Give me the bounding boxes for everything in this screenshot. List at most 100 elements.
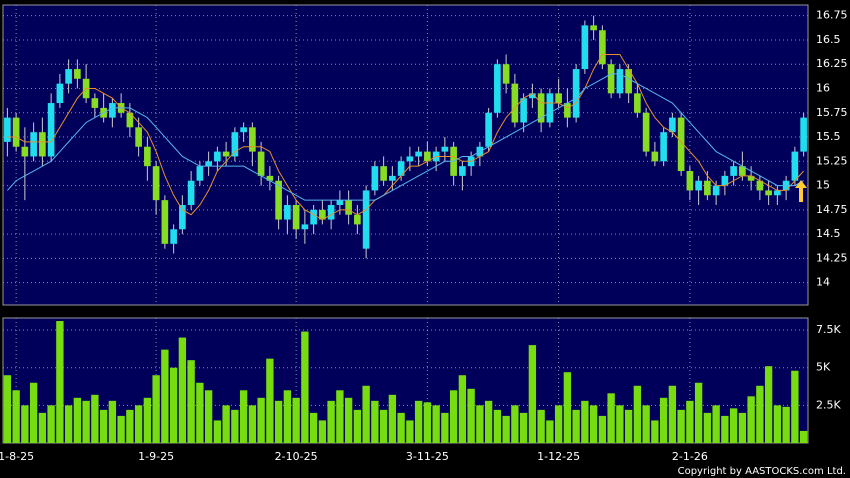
volume-bar <box>624 409 633 443</box>
candle-body <box>529 93 536 99</box>
candle-body <box>642 112 650 152</box>
layer: 1-8-25 1-9-25 2-10-25 3-11-25 1-12-25 2-1-26 1… <box>0 5 848 463</box>
candle-body <box>406 156 414 162</box>
candle-body <box>660 132 667 162</box>
volume-bar <box>546 420 554 443</box>
volume-bar <box>99 409 108 443</box>
candle-body <box>345 200 352 215</box>
volume-bar <box>493 409 502 443</box>
candle-body <box>704 180 711 196</box>
candle-body <box>520 98 527 123</box>
candle-body <box>205 161 212 167</box>
candle-body <box>485 112 492 147</box>
volume-bar <box>239 390 248 443</box>
candle-body <box>765 190 772 196</box>
candle-body <box>502 64 510 84</box>
volume-bar <box>441 412 449 443</box>
candle-body <box>511 83 519 123</box>
candle-body <box>179 205 186 230</box>
candle-body <box>65 69 72 84</box>
candle-body <box>424 151 431 162</box>
candle-body <box>721 175 729 186</box>
volume-bar <box>292 397 300 443</box>
candle-body <box>310 209 317 225</box>
volume-bar <box>581 400 589 443</box>
candle-body <box>126 112 134 128</box>
volume-bar <box>73 397 82 443</box>
candle-body <box>170 229 177 244</box>
volume-bar <box>91 394 99 443</box>
candle-body <box>581 25 589 70</box>
volume-bar <box>476 405 484 443</box>
volume-bar <box>222 405 230 443</box>
candle-body <box>222 151 230 157</box>
volume-bar <box>353 409 362 443</box>
candle-body <box>669 117 676 133</box>
candle-body <box>301 224 309 230</box>
y-tick-label: 16.5 <box>816 33 841 46</box>
volume-bar <box>283 390 292 443</box>
candle-body <box>275 180 282 220</box>
volume-bar <box>143 397 152 443</box>
candle-body <box>677 117 685 172</box>
volume-bar <box>29 382 38 443</box>
volume-bar <box>423 402 432 443</box>
candle-body <box>144 146 151 167</box>
candle-body <box>354 214 361 225</box>
volume-bar <box>414 400 423 443</box>
volume-bar <box>327 400 335 443</box>
candle-body <box>187 180 195 205</box>
volume-bar <box>187 360 195 443</box>
candle-body <box>651 151 659 162</box>
volume-bar <box>747 396 755 443</box>
volume-bar <box>397 412 405 443</box>
y-tick-label: 15.25 <box>816 154 848 167</box>
volume-bar <box>344 397 353 443</box>
volume-bar <box>126 409 134 443</box>
volume-bar <box>108 400 117 443</box>
candle-body <box>336 200 344 205</box>
candle-body <box>284 205 291 220</box>
y-tick-label: 16 <box>816 81 830 94</box>
candle-body <box>327 205 335 220</box>
volume-bar <box>12 390 20 443</box>
volume-bar <box>274 400 283 443</box>
volume-bar <box>519 412 528 443</box>
candle-body <box>774 190 781 196</box>
volume-bar <box>668 385 677 443</box>
volume-bar <box>791 370 799 443</box>
y-tick-label: 14.5 <box>816 227 841 240</box>
volume-bar <box>178 337 187 443</box>
volume-bar <box>371 400 379 443</box>
candle-body <box>712 185 720 196</box>
candle-body <box>266 175 274 181</box>
candle-body <box>135 127 142 147</box>
volume-bar <box>659 397 668 443</box>
x-tick-label: 1-9-25 <box>138 450 174 463</box>
y-tick-label: 7.5K <box>816 323 841 336</box>
volume-bar <box>694 382 703 443</box>
candle-body <box>292 205 300 230</box>
candle-body <box>30 132 37 157</box>
candle-body <box>537 93 545 123</box>
candle-body <box>555 93 562 104</box>
candle-body <box>21 146 29 157</box>
volume-bar <box>406 420 414 443</box>
y-tick-label: 14 <box>816 276 830 289</box>
volume-bar <box>677 409 685 443</box>
candle-body <box>739 166 746 176</box>
candle-body <box>47 103 55 157</box>
candle-body <box>231 132 239 157</box>
volume-bar <box>764 366 773 443</box>
volume-bar <box>703 412 712 443</box>
candle-body <box>257 151 265 176</box>
volume-bar <box>563 372 572 443</box>
volume-bar <box>248 405 257 443</box>
candle-body <box>590 25 597 31</box>
volume-bar <box>47 405 55 443</box>
x-tick-label: 3-11-25 <box>406 450 449 463</box>
volume-bar <box>502 415 510 443</box>
volume-bar <box>82 400 90 443</box>
y-tick-label: 14.25 <box>816 251 848 264</box>
